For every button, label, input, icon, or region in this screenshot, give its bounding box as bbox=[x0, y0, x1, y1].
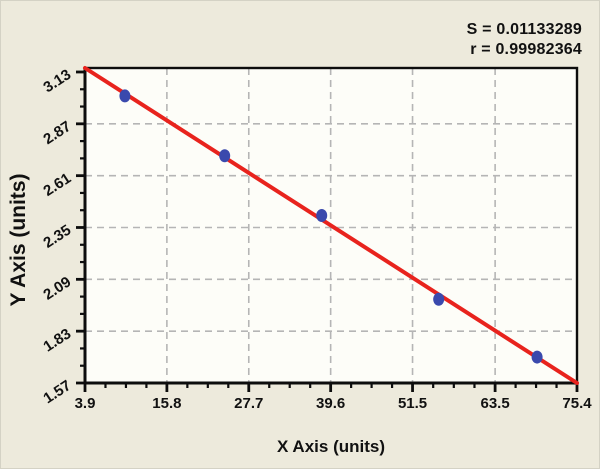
data-point bbox=[433, 292, 445, 306]
y-tick-label: 2.61 bbox=[40, 170, 74, 200]
data-point bbox=[531, 350, 543, 364]
x-tick-label: 51.5 bbox=[398, 395, 427, 412]
y-tick-label: 2.87 bbox=[40, 118, 74, 148]
x-tick-label: 39.6 bbox=[316, 395, 345, 412]
y-tick-label: 3.13 bbox=[40, 66, 74, 96]
x-tick-label: 63.5 bbox=[481, 395, 510, 412]
data-point bbox=[119, 89, 131, 103]
x-tick-label: 27.7 bbox=[234, 395, 263, 412]
x-tick-label: 15.8 bbox=[152, 395, 181, 412]
regression-line bbox=[83, 66, 579, 385]
y-tick-label: 2.09 bbox=[40, 273, 74, 303]
stat-r-value: r = 0.99982364 bbox=[470, 41, 582, 58]
y-tick-label: 2.35 bbox=[40, 222, 74, 252]
data-point bbox=[219, 149, 231, 163]
y-tick-label: 1.57 bbox=[40, 377, 74, 407]
x-axis-title: X Axis (units) bbox=[277, 437, 385, 456]
x-tick-label: 3.9 bbox=[75, 395, 96, 412]
stat-s-value: S = 0.01133289 bbox=[466, 21, 582, 38]
x-tick-label: 75.4 bbox=[562, 395, 592, 412]
y-axis-title: Y Axis (units) bbox=[7, 173, 30, 307]
y-tick-label: 1.83 bbox=[40, 325, 74, 355]
fit-statistics: S = 0.01133289 r = 0.99982364 bbox=[467, 20, 582, 60]
data-point bbox=[316, 209, 328, 223]
